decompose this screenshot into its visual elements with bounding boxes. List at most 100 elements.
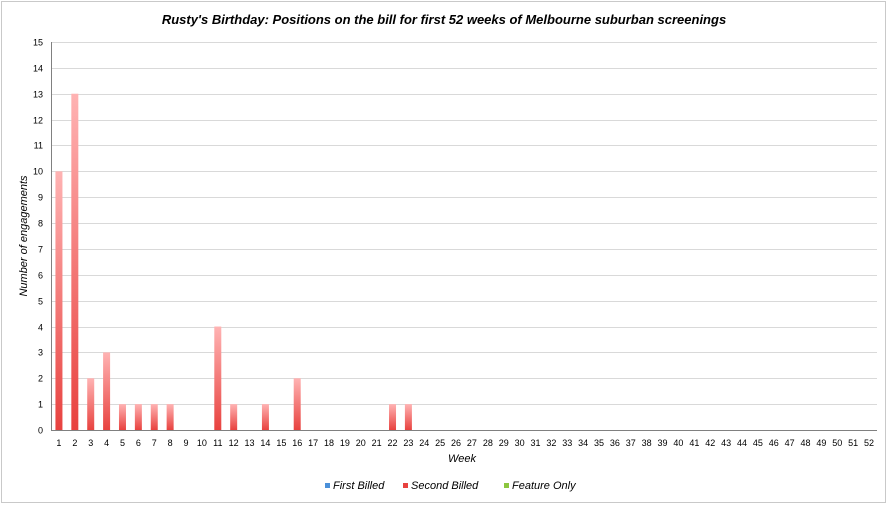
x-tick-label-37: 37 [626, 438, 636, 448]
x-tick-label-42: 42 [705, 438, 715, 448]
x-ticks: 1 2 3 4 5 6 7 8 9 10 11 12 13 14 15 16 17 18 19 20 21 22 23 24 2… [56, 438, 874, 448]
legend-item-first-billed: First Billed [325, 480, 385, 492]
x-tick-label-20: 20 [356, 438, 366, 448]
x-tick-label-47: 47 [785, 438, 795, 448]
y-tick-label-11: 11 [34, 141, 43, 151]
y-tick-label-12: 12 [33, 116, 43, 126]
y-tick-label-3: 3 [38, 348, 43, 358]
chart-title: Rusty's Birthday: Positions on the bill … [162, 12, 726, 27]
x-tick-label-21: 21 [372, 438, 382, 448]
y-tick-label-15: 15 [33, 38, 43, 48]
x-tick-label-15: 15 [276, 438, 286, 448]
x-tick-label-2: 2 [72, 438, 77, 448]
x-tick-label-25: 25 [435, 438, 445, 448]
y-tick-label-14: 14 [33, 64, 43, 74]
y-tick-label-9: 9 [38, 193, 43, 203]
legend-swatch [504, 483, 509, 488]
x-tick-label-7: 7 [152, 438, 157, 448]
bar-second-billed-week-12 [230, 404, 238, 430]
x-axis-title: Week [448, 453, 476, 465]
x-tick-label-52: 52 [864, 438, 874, 448]
x-tick-label-40: 40 [673, 438, 683, 448]
x-tick-label-16: 16 [292, 438, 302, 448]
y-tick-label-4: 4 [38, 323, 43, 333]
x-tick-label-36: 36 [610, 438, 620, 448]
x-tick-label-34: 34 [578, 438, 588, 448]
bar-second-billed-week-6 [134, 404, 142, 430]
x-tick-label-22: 22 [388, 438, 398, 448]
x-tick-label-11: 11 [213, 438, 222, 448]
bar-second-billed-week-23 [404, 404, 412, 430]
x-tick-label-28: 28 [483, 438, 493, 448]
x-tick-label-4: 4 [104, 438, 109, 448]
legend-swatch [403, 483, 408, 488]
bar-second-billed-week-3 [87, 378, 95, 430]
bar-second-billed-week-4 [103, 352, 111, 430]
bar-second-billed-week-11 [214, 326, 222, 430]
bar-second-billed-week-8 [166, 404, 174, 430]
y-tick-label-13: 13 [33, 90, 43, 100]
x-tick-label-49: 49 [816, 438, 826, 448]
bar-second-billed-week-7 [150, 404, 158, 430]
x-tick-label-14: 14 [260, 438, 270, 448]
bar-second-billed-week-1 [55, 171, 63, 431]
x-tick-label-31: 31 [530, 438, 540, 448]
legend-item-feature-only: Feature Only [504, 480, 577, 492]
axes-layer [51, 42, 877, 431]
x-tick-label-44: 44 [737, 438, 747, 448]
bar-second-billed-week-16 [293, 378, 301, 430]
x-tick-label-41: 41 [689, 438, 699, 448]
legend-label: Feature Only [512, 480, 577, 492]
x-tick-label-26: 26 [451, 438, 461, 448]
x-tick-label-51: 51 [848, 438, 858, 448]
x-tick-label-10: 10 [197, 438, 207, 448]
y-axis-title: Number of engagements [18, 175, 30, 297]
legend: First Billed Second Billed Feature Only [325, 480, 577, 492]
y-tick-label-1: 1 [38, 400, 43, 410]
legend-label: Second Billed [411, 480, 479, 492]
x-tick-label-35: 35 [594, 438, 604, 448]
bar-second-billed-week-14 [261, 404, 269, 430]
x-tick-label-13: 13 [245, 438, 255, 448]
y-tick-label-7: 7 [38, 245, 43, 255]
x-tick-label-24: 24 [419, 438, 429, 448]
y-tick-label-0: 0 [38, 426, 43, 436]
bar-second-billed-week-5 [118, 404, 126, 430]
x-tick-label-5: 5 [120, 438, 125, 448]
x-tick-label-6: 6 [136, 438, 141, 448]
x-tick-label-3: 3 [88, 438, 93, 448]
x-tick-label-23: 23 [403, 438, 413, 448]
x-tick-label-50: 50 [832, 438, 842, 448]
bar-second-billed-week-22 [389, 404, 397, 430]
x-tick-label-33: 33 [562, 438, 572, 448]
x-tick-label-48: 48 [801, 438, 811, 448]
x-tick-label-12: 12 [229, 438, 239, 448]
x-tick-label-29: 29 [499, 438, 509, 448]
x-tick-label-39: 39 [658, 438, 668, 448]
y-tick-label-2: 2 [38, 374, 43, 384]
bar-second-billed-week-2 [71, 93, 79, 430]
legend-label: First Billed [333, 480, 385, 492]
x-tick-label-8: 8 [168, 438, 173, 448]
y-tick-label-6: 6 [38, 271, 43, 281]
x-tick-label-30: 30 [515, 438, 525, 448]
y-tick-label-10: 10 [33, 167, 43, 177]
bars-layer [55, 93, 412, 431]
x-tick-label-1: 1 [56, 438, 61, 448]
legend-item-second-billed: Second Billed [403, 480, 479, 492]
y-tick-label-8: 8 [38, 219, 43, 229]
x-tick-label-38: 38 [642, 438, 652, 448]
x-tick-label-27: 27 [467, 438, 477, 448]
y-tick-label-5: 5 [38, 297, 43, 307]
x-tick-label-19: 19 [340, 438, 350, 448]
x-tick-label-32: 32 [546, 438, 556, 448]
x-tick-label-46: 46 [769, 438, 779, 448]
x-tick-label-45: 45 [753, 438, 763, 448]
grid-layer [51, 42, 877, 405]
x-tick-label-9: 9 [184, 438, 189, 448]
x-tick-label-17: 17 [308, 438, 318, 448]
x-tick-label-18: 18 [324, 438, 334, 448]
